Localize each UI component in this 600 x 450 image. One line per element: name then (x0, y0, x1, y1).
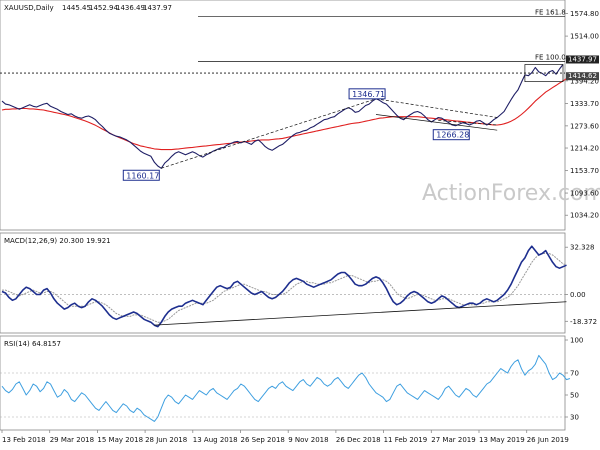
fib-level-label: FE 100.0 (535, 53, 566, 61)
annotation-text: 1160.17 (126, 171, 159, 180)
annotation-box (432, 129, 470, 141)
chart-title: XAUUSD,Daily (4, 4, 54, 12)
y-tick-label: 30 (570, 414, 579, 422)
y-tick-label: -18.372 (570, 318, 597, 326)
macd-label: MACD(12,26,9) 20.300 19.921 (4, 237, 111, 245)
ohlc-value: 1436.49 (116, 4, 145, 12)
x-tick-label: 28 Jun 2018 (145, 436, 187, 444)
price-line (1, 64, 564, 169)
flag-lower-line (375, 114, 498, 131)
y-tick-label: 1214.20 (570, 145, 599, 153)
annotation-box (348, 88, 386, 100)
price-tag: 1414.62 (566, 72, 599, 81)
annotation-text: 1346.71 (352, 90, 385, 99)
y-tick-label: 1514.00 (570, 33, 599, 41)
price-panel: ActionForex.com FE 161.8 FE 100.0 1160.17 1… (0, 0, 600, 231)
price-tag-text: 1414.62 (568, 72, 597, 80)
rsi-label: RSI(14) 64.8157 (4, 340, 61, 348)
ohlc-value: 1437.97 (143, 4, 172, 12)
y-tick-label: 50 (570, 392, 579, 400)
annotation-text: 1266.28 (436, 131, 469, 140)
x-tick-label: 26 Jun 2019 (527, 436, 569, 444)
y-tick-label: 1574.80 (570, 10, 599, 18)
x-tick-label: 11 Feb 2019 (384, 436, 428, 444)
consolidation-box (524, 64, 564, 83)
annotation-label: 1160.17 (122, 169, 160, 181)
y-tick-label: 100 (570, 337, 583, 345)
x-tick-label: 26 Sep 2018 (241, 436, 285, 444)
macd-trendline (154, 301, 567, 326)
x-tick-label: 29 Mar 2018 (50, 436, 94, 444)
y-tick-label: 70 (570, 370, 579, 378)
y-tick-label: 1153.70 (570, 167, 599, 175)
x-axis: 13 Feb 2018 29 Mar 2018 15 May 2018 28 Jun … (1, 430, 569, 444)
y-tick-label: 1273.60 (570, 122, 599, 130)
price-tag: 1437.97 (566, 55, 599, 64)
y-tick-label: 32.328 (570, 244, 595, 252)
x-tick-label: 27 Mar 2019 (431, 436, 475, 444)
annotation-box (122, 169, 160, 181)
flag-upper-line (375, 98, 498, 118)
x-tick-label: 15 May 2018 (97, 436, 143, 444)
ohlc-value: 1445.45 (62, 4, 91, 12)
price-tag-text: 1437.97 (568, 55, 597, 63)
y-tick-label: 1394.20 (570, 77, 599, 85)
fib-level-label: FE 161.8 (535, 9, 566, 17)
price-tag-box (566, 55, 599, 64)
x-tick-label: 26 Dec 2018 (336, 436, 381, 444)
rising-channel-line (161, 98, 377, 169)
annotation-label: 1266.28 (432, 129, 470, 141)
ohlc-value: 1452.94 (89, 4, 118, 12)
macd-panel: 32.328 0.00 -18.372 MACD(12,26,9) 20.300 1… (0, 232, 597, 334)
x-tick-label: 13 May 2019 (479, 436, 525, 444)
x-tick-label: 13 Feb 2018 (2, 436, 46, 444)
y-tick-label: 1034.20 (570, 212, 599, 220)
annotation-label: 1346.71 (348, 88, 386, 100)
rsi-line (1, 354, 571, 422)
rsi-panel: 100 70 50 30 RSI(14) 64.8157 (0, 335, 583, 431)
watermark: ActionForex.com (422, 181, 600, 206)
price-tag-box (566, 72, 599, 81)
y-tick-label: 0.00 (570, 291, 586, 299)
x-tick-label: 13 Aug 2018 (193, 436, 238, 444)
macd-line (1, 245, 567, 328)
x-tick-label: 9 Nov 2018 (288, 436, 328, 444)
y-tick-label: 1333.70 (570, 100, 599, 108)
y-tick-label: 1093.60 (570, 190, 599, 198)
